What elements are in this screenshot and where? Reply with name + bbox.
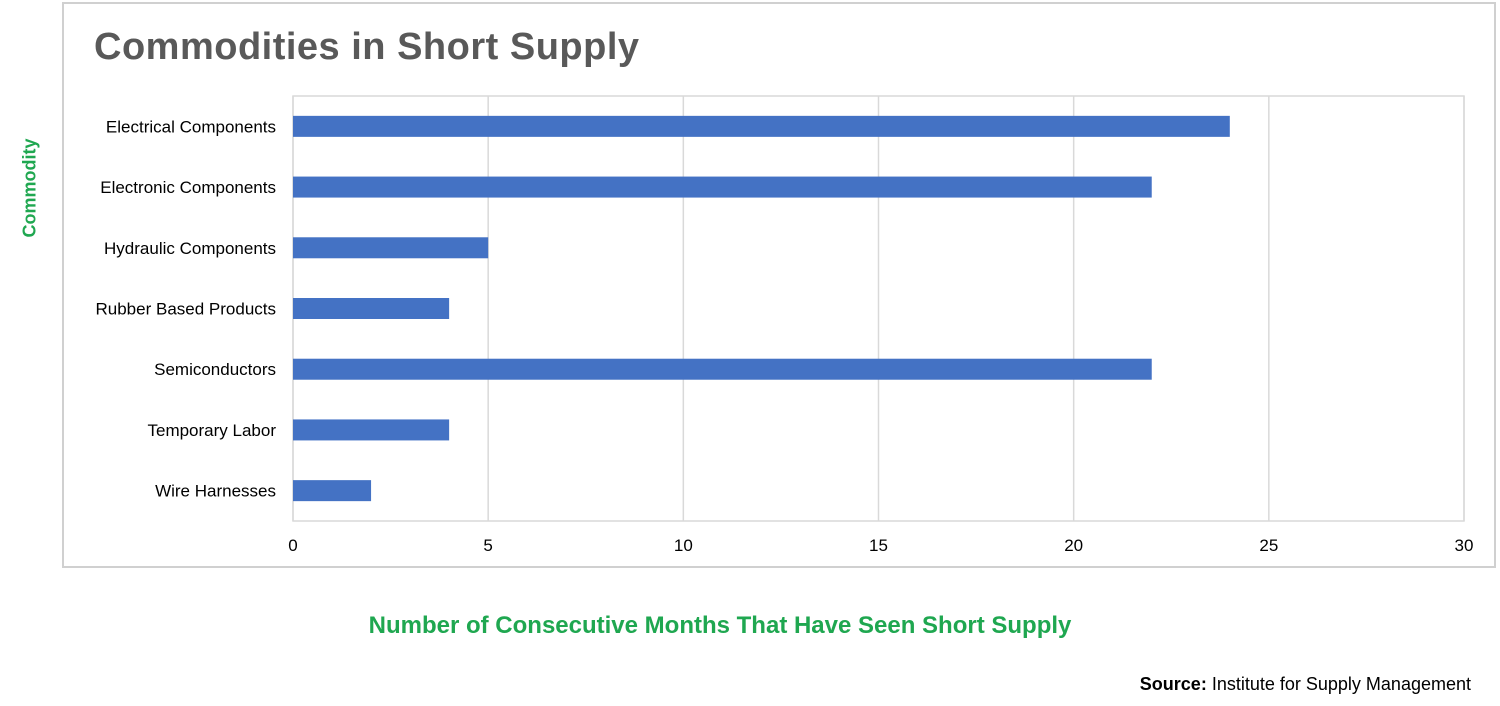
bar-electrical-components	[293, 115, 1230, 137]
bar-temporary-labor	[293, 419, 450, 441]
y-category-label: Temporary Labor	[147, 421, 276, 440]
x-tick-label: 15	[869, 536, 888, 555]
x-tick-label: 10	[674, 536, 693, 555]
bar-rubber-based-products	[293, 298, 450, 319]
x-tick-label: 0	[288, 536, 297, 555]
bar-electronic-components	[293, 176, 1152, 198]
y-category-label: Semiconductors	[154, 360, 276, 379]
x-axis-title: Number of Consecutive Months That Have S…	[368, 612, 1072, 639]
y-category-label: Electrical Components	[106, 117, 276, 136]
bar-wire-harnesses	[293, 480, 372, 502]
y-category-label: Rubber Based Products	[96, 300, 277, 319]
x-tick-label: 20	[1064, 536, 1083, 555]
y-category-label: Electronic Components	[100, 178, 276, 197]
source-text: Institute for Supply Management	[1211, 674, 1471, 694]
x-tick-label: 30	[1455, 536, 1474, 555]
bar-hydraulic-components	[293, 237, 489, 259]
x-tick-label: 5	[483, 536, 492, 555]
y-category-label: Wire Harnesses	[155, 482, 276, 501]
bar-semiconductors	[293, 358, 1152, 380]
chart-title: Commodities in Short Supply	[94, 26, 640, 68]
source-note: Source: Institute for Supply Management	[1140, 674, 1471, 695]
y-category-label: Hydraulic Components	[104, 239, 276, 258]
x-tick-label: 25	[1259, 536, 1278, 555]
source-label: Source:	[1139, 674, 1207, 694]
